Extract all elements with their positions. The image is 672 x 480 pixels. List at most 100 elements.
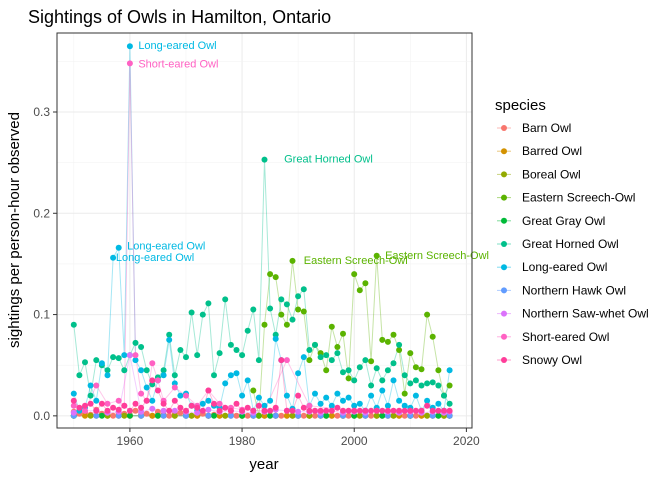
data-point: [396, 347, 403, 353]
data-point: [70, 409, 77, 416]
data-point: [98, 400, 105, 407]
data-point: [446, 400, 453, 407]
y-tick-label: 0.1: [33, 308, 50, 322]
data-point: [93, 412, 100, 419]
legend-item: Long-eared Owl: [497, 260, 607, 274]
data-point: [233, 370, 240, 377]
data-point: [149, 397, 156, 404]
data-point: [121, 402, 128, 409]
legend-label: Great Gray Owl: [522, 214, 605, 228]
data-point: [199, 400, 206, 407]
x-axis-ticks: 1960 1980 2000 2020: [117, 428, 480, 448]
data-point: [255, 402, 262, 409]
x-tick-label: 2020: [453, 434, 480, 448]
data-point: [317, 354, 324, 361]
data-point: [205, 412, 212, 419]
data-point: [188, 402, 195, 409]
data-point: [126, 352, 133, 359]
data-point: [368, 412, 375, 419]
data-point: [396, 397, 403, 404]
data-point: [412, 392, 419, 399]
data-point: [407, 380, 414, 387]
data-point: [177, 392, 184, 399]
data-point: [401, 407, 408, 414]
data-point: [154, 377, 161, 384]
data-point: [138, 408, 145, 415]
data-point: [429, 407, 436, 414]
x-tick-label: 1980: [229, 434, 256, 448]
data-point: [435, 382, 442, 389]
data-point: [429, 333, 436, 340]
data-point: [194, 404, 201, 411]
data-point: [340, 397, 346, 404]
data-point: [177, 409, 184, 416]
data-point: [171, 384, 178, 391]
data-point: [82, 412, 88, 419]
series-layer: [70, 43, 453, 419]
data-point: [211, 412, 217, 419]
legend-label: Eastern Screech-Owl: [522, 191, 635, 205]
data-point: [171, 397, 178, 404]
data-point: [93, 397, 100, 404]
y-axis-ticks: 0.0 0.1 0.2 0.3: [33, 105, 57, 423]
data-point: [283, 357, 290, 364]
data-point: [283, 407, 290, 414]
data-point: [418, 366, 425, 373]
data-point: [149, 405, 156, 412]
x-tick-label: 2000: [341, 434, 368, 448]
data-point: [261, 407, 268, 414]
data-point: [166, 407, 173, 414]
data-point: [160, 367, 167, 374]
data-point: [255, 412, 262, 419]
data-point: [295, 408, 302, 415]
data-point: [368, 382, 375, 389]
data-point: [98, 360, 105, 367]
data-point: [267, 412, 274, 419]
data-point: [379, 407, 386, 414]
point-annotation: Long-eared Owl: [116, 252, 194, 264]
data-point: [323, 394, 330, 401]
data-point: [132, 357, 139, 364]
data-point: [110, 354, 117, 361]
data-point: [126, 60, 133, 67]
data-point: [227, 412, 234, 419]
data-point: [171, 412, 178, 419]
data-point: [222, 380, 229, 387]
data-point: [166, 331, 173, 338]
data-point: [384, 367, 391, 374]
data-point: [312, 412, 318, 419]
data-point: [227, 407, 234, 414]
legend-item: Barn Owl: [497, 121, 571, 135]
data-point: [82, 407, 88, 414]
data-point: [356, 407, 363, 414]
data-point: [435, 400, 442, 407]
plot-panel: [57, 33, 472, 428]
data-point: [70, 397, 77, 404]
data-point: [278, 357, 285, 364]
data-point: [205, 387, 212, 394]
data-point: [356, 287, 363, 294]
data-point: [283, 412, 290, 419]
data-point: [115, 406, 122, 413]
data-point: [244, 412, 251, 419]
data-point: [255, 357, 262, 364]
data-point: [255, 394, 262, 401]
legend-key-point: [501, 310, 507, 317]
data-point: [317, 400, 324, 407]
data-point: [138, 367, 145, 374]
data-point: [205, 397, 212, 404]
data-point: [143, 367, 150, 374]
data-point: [340, 369, 346, 376]
data-point: [390, 407, 397, 414]
legend-item: Northern Hawk Owl: [497, 283, 626, 297]
data-point: [362, 280, 369, 287]
data-point: [334, 412, 341, 419]
data-point: [345, 394, 352, 401]
data-point: [334, 350, 341, 357]
data-point: [143, 410, 150, 417]
data-point: [289, 412, 296, 419]
legend-key-point: [501, 148, 507, 155]
data-point: [283, 392, 290, 399]
data-point: [441, 392, 447, 399]
annotation-layer: Long-eared Owl Short-eared Owl Great Horne…: [116, 40, 489, 267]
